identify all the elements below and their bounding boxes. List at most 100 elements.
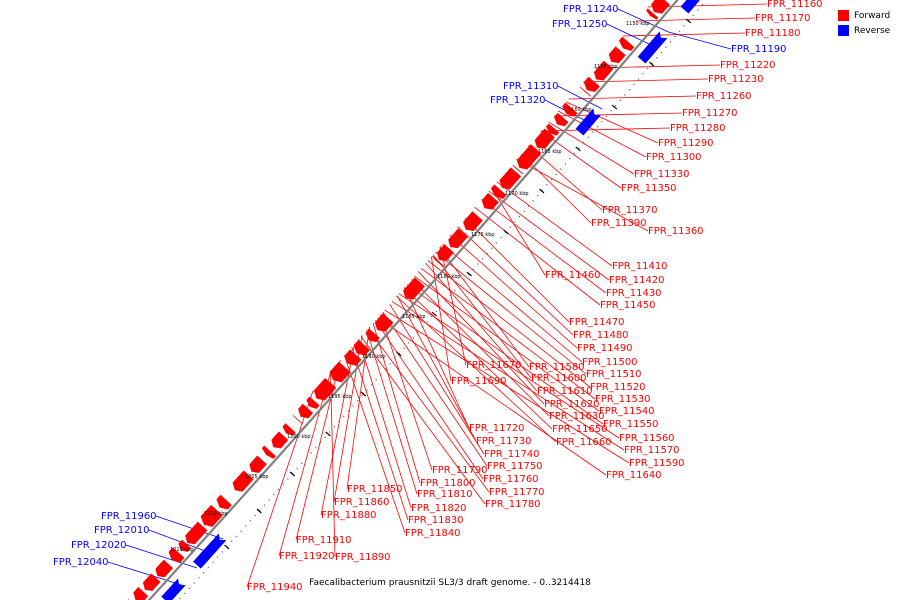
- forward-gene-label: FPR_11750: [487, 461, 543, 472]
- gene-arrow: [651, 0, 670, 14]
- legend-reverse-label: Reverse: [854, 25, 891, 36]
- callout-line: [540, 130, 622, 189]
- forward-gene-label: FPR_11350: [621, 183, 677, 194]
- callout-line: [411, 279, 550, 417]
- gene-arrow: [200, 504, 223, 527]
- tick-label: 1195 kbp: [328, 394, 352, 400]
- tick-label: 1150 kbp: [626, 21, 650, 27]
- gene-arrow: [562, 102, 578, 117]
- callout-line: [396, 295, 557, 443]
- forward-gene-label: FPR_11510: [586, 369, 642, 380]
- callout-line: [635, 17, 756, 22]
- callout-line: [366, 329, 418, 495]
- gene-arrow: [448, 228, 468, 249]
- reverse-gene-label: FPR_11190: [731, 44, 787, 55]
- forward-gene-label: FPR_11790: [432, 465, 488, 476]
- gene-arrow: [353, 339, 371, 356]
- tick-mark: [648, 61, 655, 67]
- gene-arrow: [298, 403, 314, 419]
- scale-ticks: 1150 kbp 1155 kbp 1160 kbp 1165 kbp 1170 kbp…: [170, 3, 704, 600]
- gene-arrow: [216, 494, 232, 510]
- genome-caption: Faecalibacterium prausnitzii SL3/3 draft…: [309, 578, 591, 588]
- legend-forward: Forward: [838, 8, 890, 23]
- legend: Forward Reverse: [838, 8, 890, 38]
- tick-label: 1185 kbp: [402, 314, 426, 320]
- tick-label: 1215 kbp: [170, 547, 194, 553]
- callout-line: [440, 246, 467, 366]
- forward-gene-label: FPR_11410: [612, 261, 668, 272]
- callout-line: [384, 309, 630, 464]
- forward-gene-label: FPR_11580: [529, 362, 585, 373]
- forward-gene-label: FPR_11730: [476, 436, 532, 447]
- scale-dots: [177, 3, 704, 600]
- forward-gene-label: FPR_11780: [485, 499, 541, 510]
- forward-gene-label: FPR_11640: [606, 470, 662, 481]
- gene-arrow: [545, 123, 560, 136]
- callout-line: [414, 275, 600, 412]
- gene-arrow: [161, 578, 186, 600]
- gene-arrow: [463, 211, 483, 232]
- callout-line: [358, 339, 412, 509]
- forward-gene-label: FPR_11430: [606, 288, 662, 299]
- gene-arrow: [365, 328, 380, 343]
- callout-line: [481, 199, 607, 294]
- gene-arrow: [646, 8, 659, 20]
- gene-arrow: [608, 46, 626, 64]
- gene-arrow: [431, 255, 444, 267]
- tick-mark: [431, 311, 437, 317]
- tick-label: 1175 kbp: [471, 232, 495, 238]
- callout-line: [380, 314, 433, 471]
- tick-mark: [325, 431, 331, 437]
- callout-line: [557, 85, 603, 110]
- tick-mark: [685, 18, 692, 24]
- forward-gene-label: FPR_11690: [451, 376, 507, 387]
- reverse-gene-label: FPR_11960: [101, 511, 157, 522]
- forward-gene-label: FPR_11360: [648, 226, 704, 237]
- callout-line: [606, 23, 656, 48]
- forward-gene-label: FPR_11490: [577, 343, 633, 354]
- gene-arrow: [579, 86, 592, 97]
- gene-arrow: [282, 423, 296, 436]
- forward-gene-label: FPR_11470: [569, 317, 625, 328]
- gene-arrow: [637, 31, 668, 64]
- forward-gene-label: FPR_11260: [696, 91, 752, 102]
- gene-arrow: [232, 470, 254, 492]
- callout-line: [425, 262, 538, 392]
- forward-gene-label: FPR_11810: [417, 489, 473, 500]
- callout-line: [668, 31, 732, 50]
- callout-line: [457, 226, 574, 336]
- gene-arrow: [499, 167, 522, 190]
- callout-line: [107, 561, 182, 586]
- callout-line: [375, 320, 484, 480]
- tick-label: 1190 kbp: [362, 354, 386, 360]
- forward-gene-label: FPR_11170: [755, 13, 811, 24]
- tick-mark: [575, 146, 581, 152]
- gene-arrow: [292, 415, 304, 425]
- forward-gene-label: FPR_11670: [466, 360, 522, 371]
- gene-arrow: [618, 36, 635, 51]
- forward-gene-label: FPR_11910: [296, 535, 352, 546]
- gene-arrow: [261, 445, 276, 459]
- callout-line: [617, 8, 669, 33]
- gene-arrow: [168, 547, 185, 563]
- callout-line: [464, 217, 570, 323]
- forward-gene-label: FPR_11560: [619, 433, 675, 444]
- callout-line: [516, 158, 649, 232]
- legend-forward-swatch: [838, 10, 849, 21]
- gene-arrow: [185, 521, 208, 545]
- callout-line: [583, 78, 709, 83]
- gene-arrow: [344, 349, 362, 366]
- gene-arrow: [306, 396, 320, 409]
- forward-gene-label: FPR_11600: [531, 373, 587, 384]
- callout-line: [403, 287, 553, 430]
- forward-gene-label: FPR_11290: [658, 138, 714, 149]
- tick-mark: [539, 188, 545, 194]
- forward-gene-label: FPR_11860: [334, 497, 390, 508]
- callout-line: [432, 254, 532, 379]
- forward-gene-label: FPR_11550: [603, 419, 659, 430]
- forward-gene-label: FPR_11220: [720, 60, 776, 71]
- callout-line: [595, 64, 721, 69]
- gene-arrow: [374, 313, 394, 332]
- reverse-gene-label: FPR_11310: [503, 81, 559, 92]
- forward-gene-label: FPR_11820: [411, 503, 467, 514]
